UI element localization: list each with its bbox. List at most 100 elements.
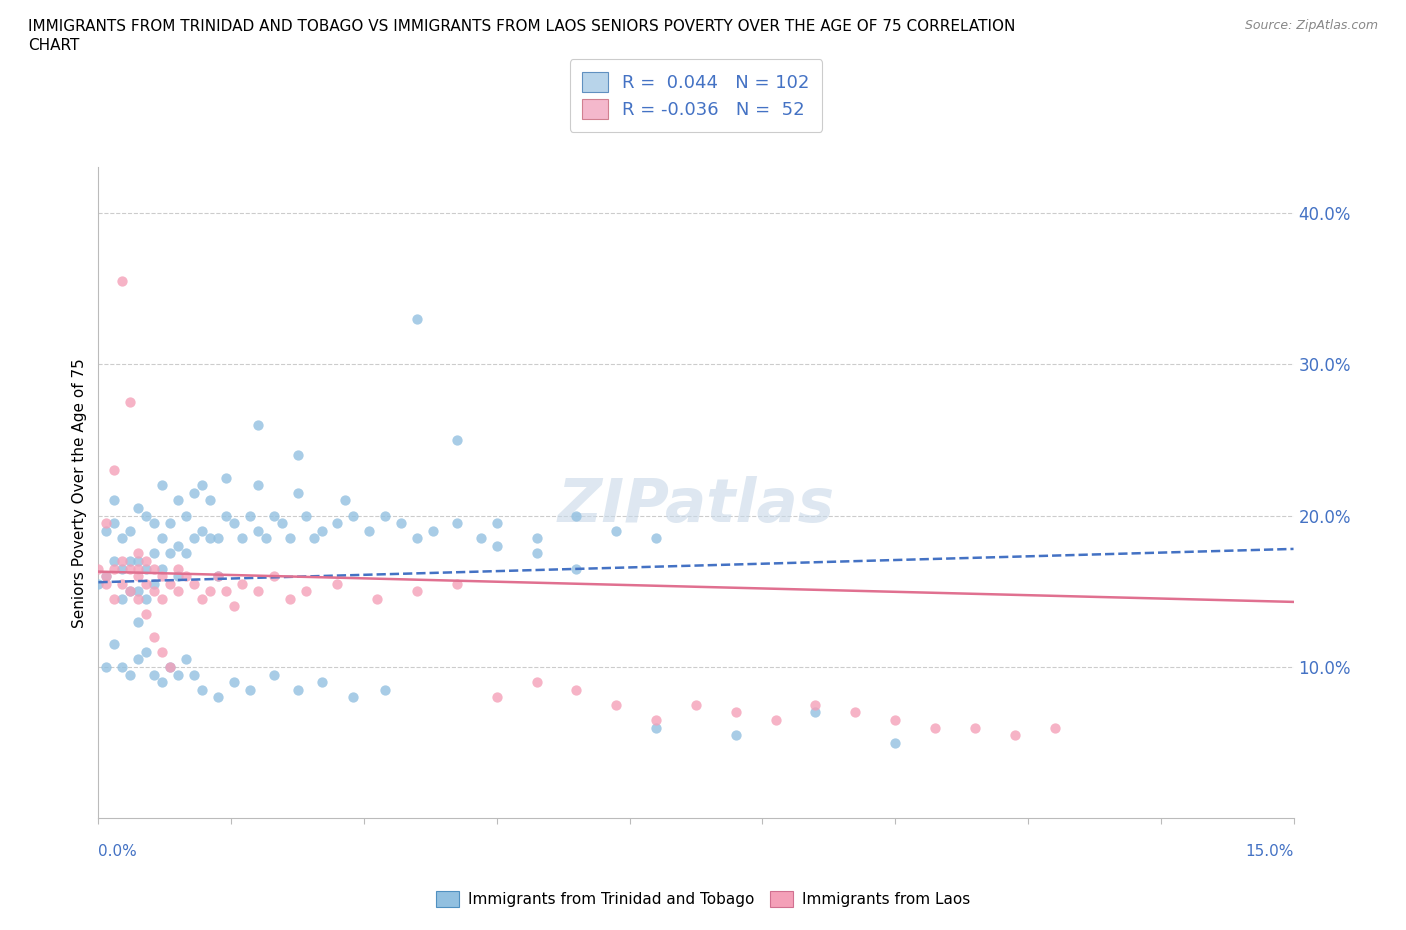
Point bbox=[150, 674, 173, 689]
Point bbox=[183, 485, 205, 500]
Point bbox=[446, 577, 468, 591]
Point bbox=[191, 591, 214, 606]
Point bbox=[294, 584, 316, 599]
Point bbox=[167, 493, 190, 508]
Point bbox=[127, 591, 149, 606]
Point bbox=[294, 508, 316, 523]
Point bbox=[526, 546, 548, 561]
Point bbox=[207, 531, 229, 546]
Point bbox=[222, 599, 245, 614]
Point bbox=[120, 553, 142, 568]
Point bbox=[254, 531, 277, 546]
Point bbox=[366, 591, 388, 606]
Point bbox=[191, 478, 214, 493]
Point bbox=[526, 674, 548, 689]
Point bbox=[270, 516, 292, 531]
Point bbox=[246, 418, 269, 432]
Point bbox=[924, 720, 946, 735]
Point bbox=[150, 644, 173, 659]
Point bbox=[215, 508, 238, 523]
Point bbox=[191, 524, 214, 538]
Text: Source: ZipAtlas.com: Source: ZipAtlas.com bbox=[1244, 19, 1378, 32]
Point bbox=[143, 546, 166, 561]
Point bbox=[287, 485, 309, 500]
Point bbox=[135, 606, 157, 621]
Point bbox=[174, 652, 197, 667]
Point bbox=[374, 508, 396, 523]
Point bbox=[143, 577, 166, 591]
Point bbox=[342, 690, 364, 705]
Point bbox=[87, 561, 110, 576]
Point bbox=[135, 508, 157, 523]
Point bbox=[326, 516, 349, 531]
Point bbox=[724, 727, 747, 742]
Point bbox=[470, 531, 492, 546]
Point bbox=[231, 531, 253, 546]
Point bbox=[278, 591, 301, 606]
Point bbox=[485, 538, 508, 553]
Point bbox=[159, 659, 181, 674]
Point bbox=[804, 698, 827, 712]
Point bbox=[174, 569, 197, 584]
Point bbox=[446, 516, 468, 531]
Point bbox=[150, 569, 173, 584]
Point bbox=[96, 659, 118, 674]
Point bbox=[127, 652, 149, 667]
Point bbox=[174, 508, 197, 523]
Point bbox=[120, 584, 142, 599]
Point bbox=[565, 508, 588, 523]
Point bbox=[111, 561, 134, 576]
Point bbox=[183, 667, 205, 682]
Point bbox=[406, 531, 429, 546]
Point bbox=[143, 561, 166, 576]
Point bbox=[246, 524, 269, 538]
Point bbox=[963, 720, 986, 735]
Point bbox=[143, 630, 166, 644]
Point bbox=[135, 644, 157, 659]
Point bbox=[263, 667, 285, 682]
Point bbox=[884, 736, 907, 751]
Legend: R =  0.044   N = 102, R = -0.036   N =  52: R = 0.044 N = 102, R = -0.036 N = 52 bbox=[569, 60, 823, 131]
Point bbox=[103, 463, 125, 478]
Point bbox=[198, 531, 221, 546]
Point bbox=[485, 516, 508, 531]
Point bbox=[111, 659, 134, 674]
Point bbox=[127, 546, 149, 561]
Point bbox=[96, 569, 118, 584]
Point bbox=[526, 531, 548, 546]
Point bbox=[96, 577, 118, 591]
Point bbox=[565, 683, 588, 698]
Point bbox=[326, 577, 349, 591]
Point bbox=[278, 531, 301, 546]
Point bbox=[103, 637, 125, 652]
Point bbox=[127, 553, 149, 568]
Point bbox=[120, 394, 142, 409]
Point bbox=[111, 577, 134, 591]
Point bbox=[287, 447, 309, 462]
Point bbox=[143, 516, 166, 531]
Point bbox=[765, 712, 787, 727]
Point bbox=[231, 577, 253, 591]
Point bbox=[183, 531, 205, 546]
Point bbox=[485, 690, 508, 705]
Point bbox=[359, 524, 381, 538]
Point bbox=[406, 312, 429, 326]
Point bbox=[167, 538, 190, 553]
Point bbox=[135, 577, 157, 591]
Point bbox=[645, 720, 668, 735]
Point bbox=[239, 508, 262, 523]
Point bbox=[389, 516, 412, 531]
Point bbox=[103, 591, 125, 606]
Point bbox=[374, 683, 396, 698]
Point bbox=[884, 712, 907, 727]
Point bbox=[215, 584, 238, 599]
Text: 15.0%: 15.0% bbox=[1246, 844, 1294, 859]
Point bbox=[127, 561, 149, 576]
Point bbox=[96, 516, 118, 531]
Point bbox=[605, 698, 627, 712]
Point bbox=[215, 471, 238, 485]
Point bbox=[127, 614, 149, 629]
Point bbox=[159, 546, 181, 561]
Y-axis label: Seniors Poverty Over the Age of 75: Seniors Poverty Over the Age of 75 bbox=[72, 358, 87, 628]
Point bbox=[120, 667, 142, 682]
